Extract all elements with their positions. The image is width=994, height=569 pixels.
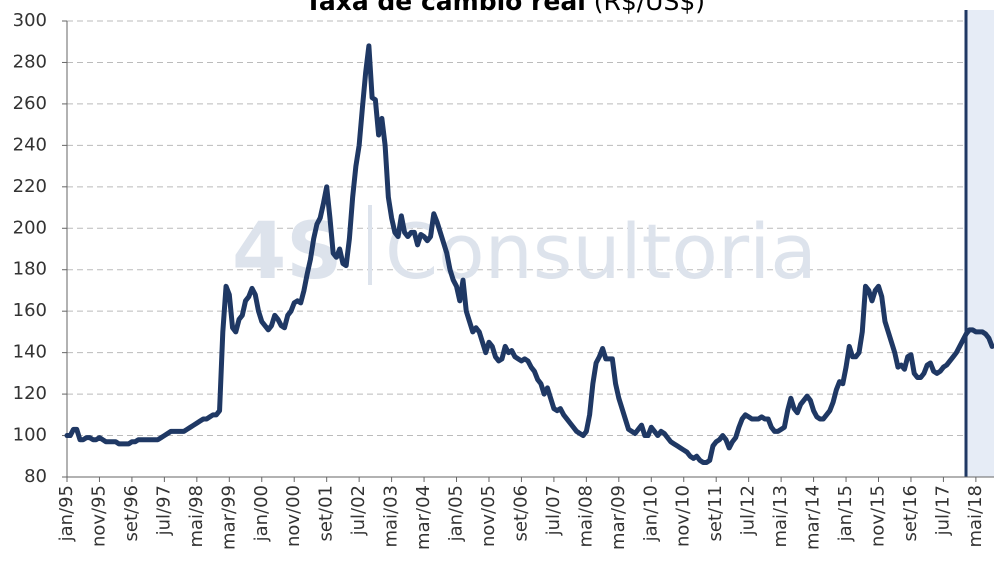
x-tick-label: set/16 — [900, 485, 921, 541]
y-tick-label: 200 — [13, 217, 47, 238]
x-tick-label: mai/03 — [381, 485, 402, 548]
watermark: 4S Consultoria — [232, 205, 817, 297]
y-tick-label: 280 — [13, 51, 47, 72]
x-tick-label: set/96 — [121, 485, 142, 541]
data-line — [64, 43, 994, 465]
x-tick-label: nov/10 — [673, 485, 694, 547]
x-tick-label: jul/07 — [543, 485, 564, 536]
y-tick-label: 140 — [13, 342, 47, 363]
x-tick-label: nov/05 — [478, 485, 499, 547]
x-tick-label: mai/98 — [186, 485, 207, 548]
x-tick-label: mai/18 — [965, 485, 986, 548]
highlight-region — [966, 10, 994, 477]
y-tick-label: 80 — [24, 466, 47, 487]
y-tick-label: 120 — [13, 383, 47, 404]
x-tick-label: mar/09 — [608, 485, 629, 550]
x-tick-label: mai/08 — [575, 485, 596, 548]
x-tick-label: jan/15 — [835, 485, 856, 542]
x-tick-label: jul/02 — [348, 485, 369, 536]
x-tick-label: jul/97 — [153, 485, 174, 536]
watermark-text: Consultoria — [385, 207, 817, 296]
x-tick-label: nov/95 — [88, 485, 109, 547]
y-tick-label: 220 — [13, 176, 47, 197]
watermark-logo: 4S — [232, 207, 342, 297]
x-tick-label: jan/05 — [446, 485, 467, 542]
y-tick-label: 100 — [13, 425, 47, 446]
x-tick-label: mar/99 — [218, 485, 239, 550]
y-tick-label: 160 — [13, 300, 47, 321]
title-unit: (R$/US$) — [594, 0, 705, 16]
y-tick-label: 180 — [13, 259, 47, 280]
x-tick-label: jan/10 — [640, 485, 661, 542]
title-main: Taxa de câmbio real — [305, 0, 586, 16]
x-tick-label: set/06 — [510, 485, 531, 541]
x-tick-label: mar/04 — [413, 485, 434, 550]
x-tick-label: nov/00 — [283, 485, 304, 547]
x-tick-label: set/11 — [705, 485, 726, 541]
x-tick-label: jan/95 — [56, 485, 77, 542]
chart-title: Taxa de câmbio real (R$/US$) — [305, 0, 705, 16]
x-tick-label: mar/14 — [803, 485, 824, 550]
x-tick-label: jan/00 — [251, 485, 272, 542]
x-tick-label: jul/17 — [932, 485, 953, 536]
x-tick-label: set/01 — [316, 485, 337, 541]
y-tick-label: 300 — [13, 10, 47, 31]
x-tick-label: jul/12 — [738, 485, 759, 536]
y-tick-label: 240 — [13, 134, 47, 155]
y-tick-label: 260 — [13, 93, 47, 114]
x-tick-label: nov/15 — [868, 485, 889, 547]
x-tick-label: mai/13 — [770, 485, 791, 548]
